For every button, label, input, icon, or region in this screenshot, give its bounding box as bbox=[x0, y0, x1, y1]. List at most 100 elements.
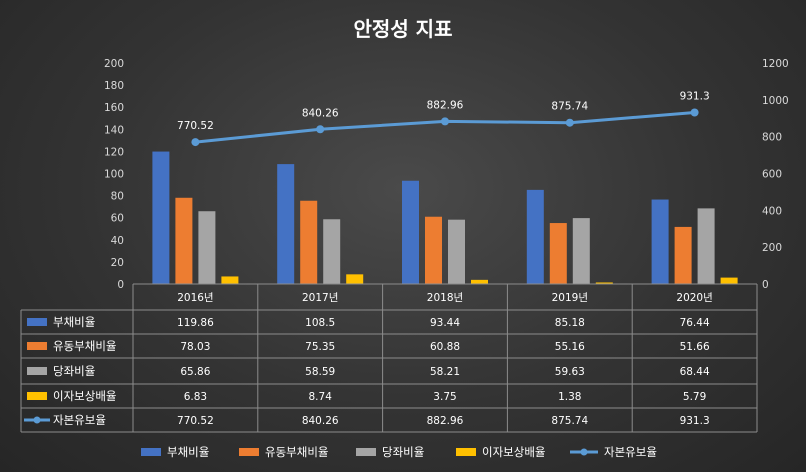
table-cell: 119.86 bbox=[177, 317, 214, 329]
bar-2 bbox=[300, 200, 318, 284]
bar-3 bbox=[572, 218, 590, 284]
line-point bbox=[191, 138, 200, 147]
table-cell: 6.83 bbox=[184, 391, 207, 403]
axes: 0 20 40 60 80 100 120 140 160 180 200 0 200 400 600 800… bbox=[104, 58, 789, 291]
table-cell: 882.96 bbox=[427, 415, 464, 427]
y-left-tick-label: 80 bbox=[111, 191, 124, 203]
line-point bbox=[441, 117, 449, 126]
bar-1 bbox=[402, 180, 419, 284]
table-cell: 1.38 bbox=[558, 391, 581, 403]
table-cell: 78.03 bbox=[180, 341, 210, 353]
bar-3 bbox=[697, 208, 715, 284]
y-left-tick-label: 0 bbox=[117, 279, 124, 291]
bar-1 bbox=[651, 199, 669, 284]
data-label: 770.52 bbox=[177, 120, 214, 132]
legend-key bbox=[456, 448, 476, 456]
bar-3 bbox=[323, 219, 341, 284]
legend-key bbox=[356, 448, 376, 456]
legend-label: 부채비율 bbox=[167, 445, 209, 459]
table-header: 2017년 bbox=[302, 292, 338, 304]
data-label: 840.26 bbox=[302, 107, 339, 119]
table-cell: 85.18 bbox=[555, 317, 585, 329]
bar-1 bbox=[277, 164, 295, 284]
legend: 부채비율 유동부채비율 당좌비율 이자보상배율 자본유보율 bbox=[141, 445, 657, 459]
legend-key bbox=[239, 448, 259, 456]
table-cell: 75.35 bbox=[305, 341, 335, 353]
line-point bbox=[565, 118, 574, 127]
table-cell: 68.44 bbox=[680, 366, 710, 378]
table-header: 2019년 bbox=[552, 292, 588, 304]
bar-4 bbox=[346, 274, 364, 284]
table-cell: 3.75 bbox=[433, 391, 456, 403]
legend-key bbox=[27, 342, 47, 350]
y-left-tick-label: 40 bbox=[111, 235, 124, 247]
y-left-tick-label: 100 bbox=[104, 169, 124, 181]
y-left-tick-label: 120 bbox=[104, 146, 124, 158]
legend-key bbox=[27, 318, 47, 326]
bar-2 bbox=[425, 216, 442, 284]
y-right-tick-label: 800 bbox=[762, 132, 782, 144]
table-row-label: 당좌비율 bbox=[53, 364, 95, 378]
line-series bbox=[195, 110, 695, 144]
table-header: 2018년 bbox=[427, 292, 463, 304]
bar-4 bbox=[720, 277, 738, 284]
data-label: 875.74 bbox=[551, 101, 588, 113]
table-cell: 875.74 bbox=[551, 415, 588, 427]
bar-3 bbox=[198, 211, 216, 284]
y-right-tick-label: 0 bbox=[762, 279, 769, 291]
table-cell: 5.79 bbox=[683, 391, 706, 403]
table-row-label: 이자보상배율 bbox=[53, 389, 116, 403]
line-point bbox=[690, 108, 699, 117]
table-header: 2020년 bbox=[676, 292, 712, 304]
bar-2 bbox=[549, 223, 567, 284]
line-point bbox=[316, 125, 325, 134]
legend-key bbox=[580, 448, 588, 456]
bar-4 bbox=[595, 282, 613, 284]
table-cell: 58.59 bbox=[305, 366, 335, 378]
table-cell: 840.26 bbox=[302, 415, 339, 427]
bar-2 bbox=[674, 226, 692, 284]
table-cell: 60.88 bbox=[430, 341, 460, 353]
table-cell: 108.5 bbox=[305, 317, 335, 329]
bar-4 bbox=[221, 276, 239, 284]
y-right-tick-label: 200 bbox=[762, 242, 782, 254]
chart-marks: 770.52 840.26 882.96 875.74 931.3 bbox=[152, 90, 738, 284]
y-left-tick-label: 180 bbox=[104, 80, 124, 92]
y-left-tick-label: 200 bbox=[104, 58, 124, 70]
bar-2 bbox=[175, 197, 193, 284]
legend-label: 이자보상배율 bbox=[482, 445, 545, 459]
y-left-tick-label: 140 bbox=[104, 124, 124, 136]
legend-label: 유동부채비율 bbox=[265, 445, 328, 459]
table-row-label: 부채비율 bbox=[53, 315, 95, 329]
bar-1 bbox=[526, 189, 544, 284]
y-left-tick-label: 160 bbox=[104, 102, 124, 114]
table-row-label: 자본유보율 bbox=[53, 413, 106, 427]
y-right-tick-label: 1000 bbox=[762, 95, 789, 107]
table-cell: 931.3 bbox=[680, 415, 710, 427]
bar-3 bbox=[448, 219, 465, 284]
chart-title: 안정성 지표 bbox=[354, 17, 453, 41]
bar-4 bbox=[471, 279, 488, 284]
data-label: 931.3 bbox=[680, 90, 710, 102]
y-right-tick-label: 1200 bbox=[762, 58, 789, 70]
legend-label: 자본유보율 bbox=[604, 445, 657, 459]
table-cell: 770.52 bbox=[177, 415, 214, 427]
table-cell: 59.63 bbox=[555, 366, 585, 378]
table-cell: 55.16 bbox=[555, 341, 585, 353]
table-cell: 8.74 bbox=[309, 391, 333, 403]
table-cell: 58.21 bbox=[430, 366, 460, 378]
table-cell: 93.44 bbox=[430, 317, 460, 329]
table-cell: 51.66 bbox=[680, 341, 710, 353]
table-cell: 65.86 bbox=[180, 366, 210, 378]
legend-key bbox=[27, 392, 47, 400]
legend-key bbox=[33, 416, 41, 424]
y-left-tick-label: 60 bbox=[111, 213, 124, 225]
legend-label: 당좌비율 bbox=[382, 445, 424, 459]
legend-key bbox=[27, 367, 47, 375]
y-left-tick-label: 20 bbox=[111, 257, 124, 269]
y-right-tick-label: 400 bbox=[762, 205, 782, 217]
y-right-tick-label: 600 bbox=[762, 169, 782, 181]
table-cell: 76.44 bbox=[680, 317, 710, 329]
